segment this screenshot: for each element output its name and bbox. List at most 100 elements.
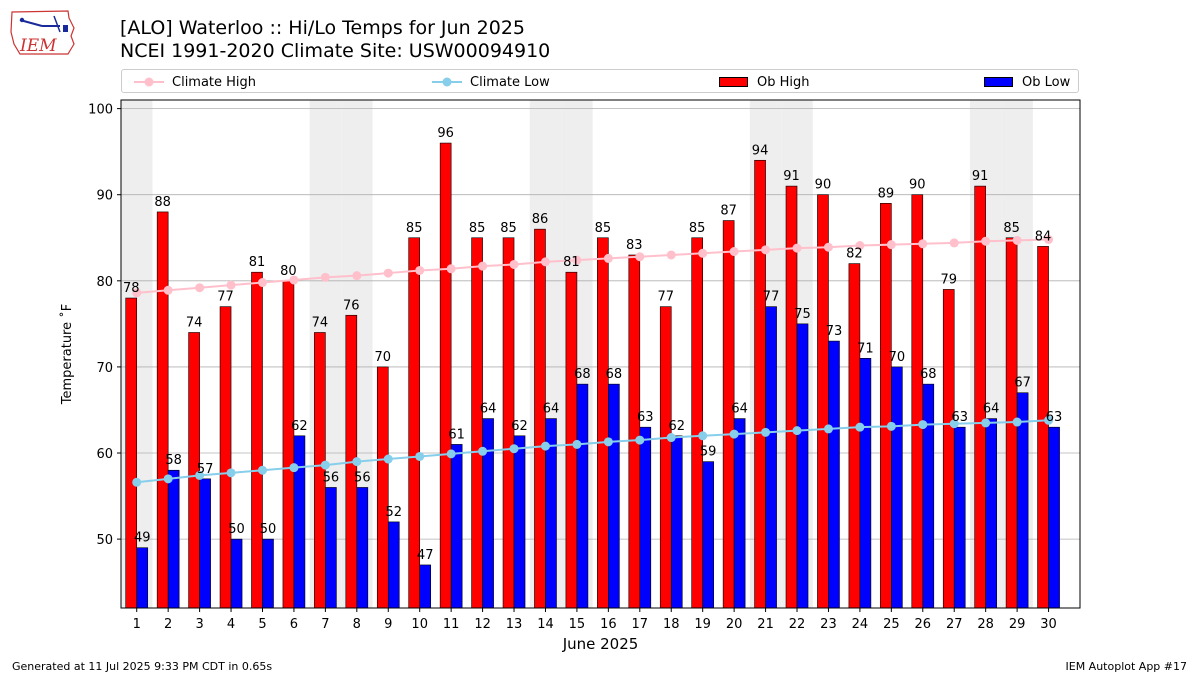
legend-bar-ob-low-icon xyxy=(984,77,1013,87)
chart-title: [ALO] Waterloo :: Hi/Lo Temps for Jun 20… xyxy=(120,17,526,39)
ob-low-data-label: 68 xyxy=(574,367,591,382)
legend-item-climate-high: Climate High xyxy=(134,73,256,91)
climate-high-point xyxy=(289,275,299,285)
ob-low-bar xyxy=(450,444,463,609)
ob-high-bar xyxy=(534,228,546,609)
legend-label: Climate High xyxy=(172,74,257,90)
ob-low-data-label: 68 xyxy=(920,367,937,382)
ob-high-bar xyxy=(251,271,263,609)
climate-low-point xyxy=(163,474,173,484)
ob-high-data-label: 85 xyxy=(595,221,612,236)
legend: Climate High Climate Low Ob High Ob Low xyxy=(121,69,1079,93)
ob-low-data-label: 57 xyxy=(197,462,214,477)
climate-high-point xyxy=(603,253,613,263)
x-tick-label: 11 xyxy=(443,617,460,632)
x-tick-label: 8 xyxy=(353,617,361,632)
ob-low-data-label: 50 xyxy=(260,522,277,537)
ob-high-data-label: 90 xyxy=(909,178,926,193)
climate-high-point xyxy=(226,280,236,290)
ob-high-data-label: 77 xyxy=(217,290,234,305)
ob-low-data-label: 58 xyxy=(165,453,182,468)
x-tick-label: 27 xyxy=(946,617,963,632)
x-tick-label: 19 xyxy=(694,617,711,632)
ob-high-data-label: 87 xyxy=(720,204,737,219)
climate-high-point xyxy=(257,278,267,288)
climate-high-point xyxy=(729,247,739,257)
climate-low-point xyxy=(540,441,550,451)
x-tick-label: 9 xyxy=(384,617,392,632)
ob-low-bar xyxy=(513,435,526,609)
footer-app-text: IEM Autoplot App #17 xyxy=(1065,660,1188,673)
climate-low-point xyxy=(289,463,299,473)
ob-high-bar xyxy=(974,185,986,609)
ob-low-bar xyxy=(387,521,400,609)
ob-low-data-label: 59 xyxy=(700,445,717,460)
climate-low-point xyxy=(383,454,393,464)
x-tick-label: 1 xyxy=(133,617,141,632)
ob-high-data-label: 84 xyxy=(1035,229,1052,244)
x-tick-label: 5 xyxy=(258,617,266,632)
climate-low-point xyxy=(195,470,205,480)
ob-low-data-label: 49 xyxy=(134,531,151,546)
climate-high-point xyxy=(540,257,550,267)
climate-high-point xyxy=(981,236,991,246)
ob-low-bar xyxy=(482,418,494,609)
ob-low-data-label: 63 xyxy=(951,410,968,425)
ob-high-bar xyxy=(597,237,609,609)
x-tick-label: 10 xyxy=(411,617,428,632)
ob-high-data-label: 81 xyxy=(249,255,266,270)
ob-high-bar xyxy=(754,159,766,609)
ob-low-data-label: 62 xyxy=(291,419,308,434)
ob-high-data-label: 90 xyxy=(815,178,832,193)
ob-low-data-label: 61 xyxy=(448,427,465,442)
ob-low-bar xyxy=(985,418,997,609)
climate-low-point xyxy=(823,424,833,434)
climate-low-point xyxy=(949,419,959,429)
climate-high-point xyxy=(320,272,330,282)
ob-high-data-label: 91 xyxy=(783,169,800,184)
ob-low-data-label: 62 xyxy=(511,419,528,434)
ob-high-data-label: 94 xyxy=(752,143,769,158)
x-tick-label: 13 xyxy=(506,617,523,632)
ob-high-data-label: 96 xyxy=(437,126,454,141)
climate-low-point xyxy=(792,426,802,436)
x-tick-label: 7 xyxy=(321,617,329,632)
climate-high-point xyxy=(761,245,771,255)
climate-low-point xyxy=(603,437,613,447)
x-tick-label: 23 xyxy=(820,617,837,632)
ob-low-bar xyxy=(702,461,714,609)
climate-high-point xyxy=(1012,235,1022,245)
climate-high-point xyxy=(855,241,865,251)
ob-high-bar xyxy=(911,194,924,609)
ob-high-data-label: 89 xyxy=(878,186,895,201)
ob-high-data-label: 85 xyxy=(406,221,423,236)
climate-low-point xyxy=(257,465,267,475)
climate-high-point xyxy=(163,285,173,295)
ob-low-bar xyxy=(325,487,337,609)
ob-high-bar xyxy=(1037,246,1049,609)
ob-low-bar xyxy=(608,383,620,609)
ob-low-bar xyxy=(639,426,652,609)
climate-high-point xyxy=(918,239,928,249)
legend-item-ob-low: Ob Low xyxy=(984,73,1070,91)
ob-low-bar xyxy=(922,383,935,609)
climate-high-point xyxy=(823,242,833,252)
legend-line-climate-low-icon xyxy=(432,77,462,87)
ob-high-bar xyxy=(471,237,483,609)
ob-high-bar xyxy=(156,211,169,609)
climate-high-point xyxy=(1044,234,1054,244)
climate-high-line xyxy=(136,238,1049,294)
climate-low-point xyxy=(981,418,991,428)
legend-bar-ob-high-icon xyxy=(719,77,748,87)
ob-high-bar xyxy=(565,271,578,609)
ob-high-data-label: 85 xyxy=(469,221,486,236)
x-tick-label: 3 xyxy=(195,617,203,632)
ob-high-data-label: 88 xyxy=(154,195,171,210)
climate-low-point xyxy=(478,446,488,456)
climate-low-point xyxy=(666,433,676,443)
footer-generated-text: Generated at 11 Jul 2025 9:33 PM CDT in … xyxy=(12,660,273,673)
legend-line-climate-high-icon xyxy=(134,77,164,87)
ob-high-data-label: 83 xyxy=(626,238,643,253)
ob-low-data-label: 64 xyxy=(731,402,748,417)
x-tick-label: 26 xyxy=(915,617,932,632)
